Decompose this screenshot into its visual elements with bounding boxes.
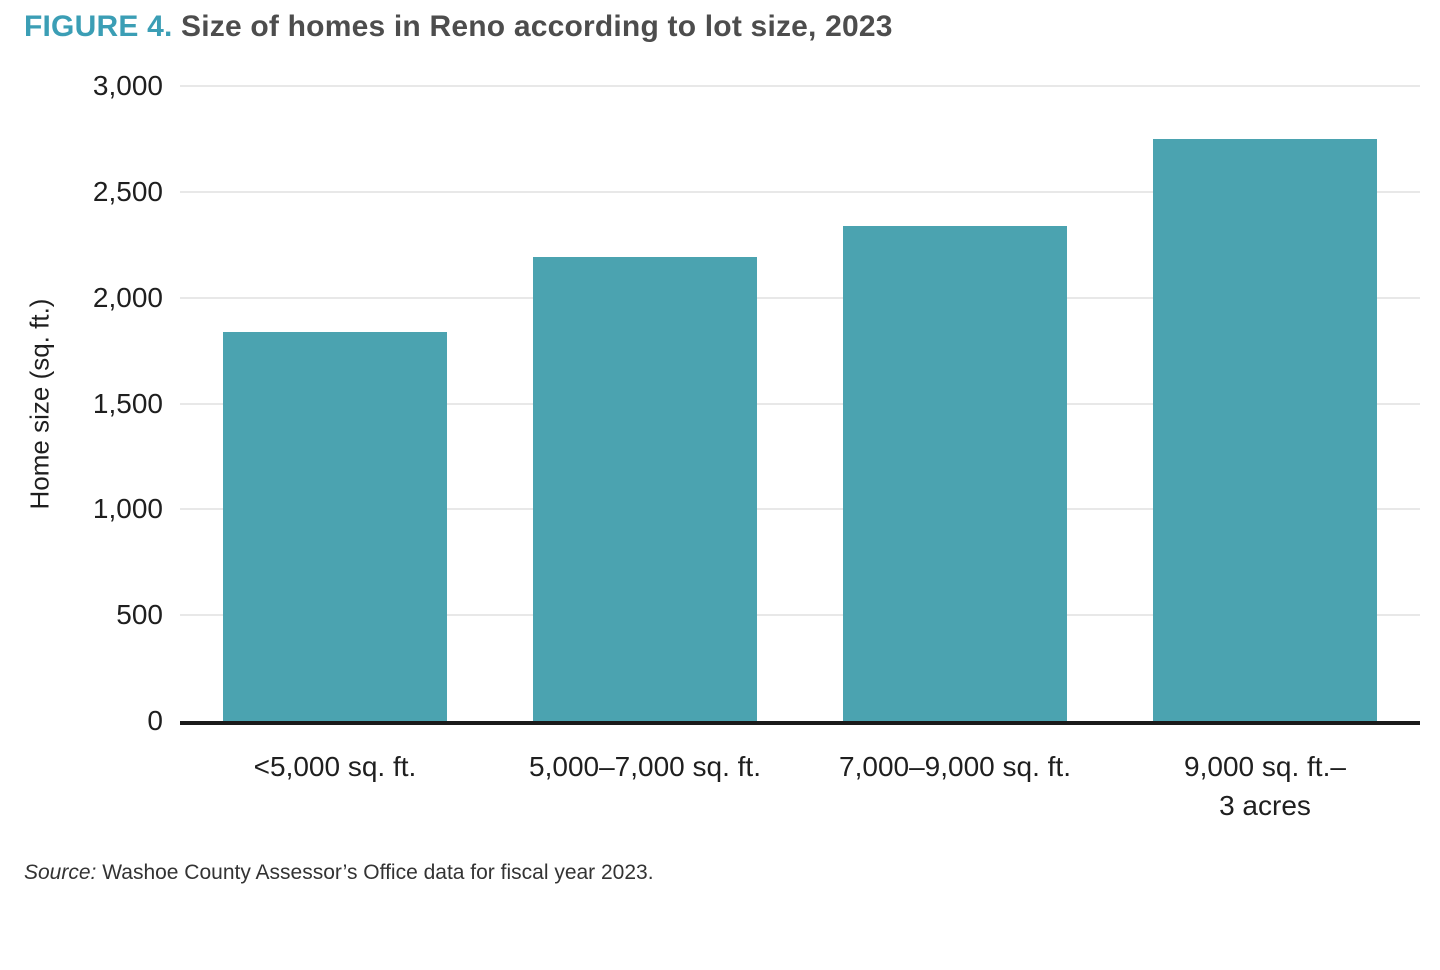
y-tick-label: 1,500: [92, 387, 163, 419]
x-tick-label: 7,000–9,000 sq. ft.: [839, 751, 1071, 782]
gridline: [180, 508, 1420, 511]
gridline: [180, 296, 1420, 299]
bar-2: [533, 257, 757, 721]
source-note: Source: Washoe County Assessor’s Office …: [24, 861, 654, 885]
source-text: Washoe County Assessor’s Office data for…: [102, 861, 654, 884]
gridline: [180, 85, 1420, 87]
bar-4: [1153, 138, 1377, 721]
plot-area: [180, 85, 1420, 725]
figure-label: FIGURE 4.: [24, 10, 173, 43]
x-tick-label: <5,000 sq. ft.: [253, 751, 417, 782]
gridline: [180, 402, 1420, 405]
y-tick-label: 1,000: [92, 493, 163, 525]
bar-1: [223, 331, 447, 721]
x-axis-tick-labels: <5,000 sq. ft. 5,000–7,000 sq. ft. 7,000–9…: [180, 747, 1420, 847]
gridline: [180, 190, 1420, 193]
gridline: [180, 614, 1420, 617]
x-tick-label: 9,000 sq. ft.– 3 acres: [1184, 751, 1346, 821]
x-tick-label: 5,000–7,000 sq. ft.: [529, 751, 761, 782]
figure-heading: FIGURE 4. Size of homes in Reno accordin…: [24, 10, 893, 44]
y-tick-label: 500: [116, 599, 163, 631]
y-tick-label: 3,000: [92, 70, 163, 101]
y-tick-label: 2,500: [92, 175, 163, 207]
figure-title-text: Size of homes in Reno according to lot s…: [181, 10, 893, 43]
y-tick-label: 0: [147, 705, 163, 736]
y-axis-tick-labels: 0 500 1,000 1,500 2,000 2,500 3,000: [0, 70, 163, 736]
y-tick-label: 2,000: [92, 281, 163, 313]
source-label: Source:: [24, 861, 97, 884]
bar-3: [843, 225, 1067, 721]
